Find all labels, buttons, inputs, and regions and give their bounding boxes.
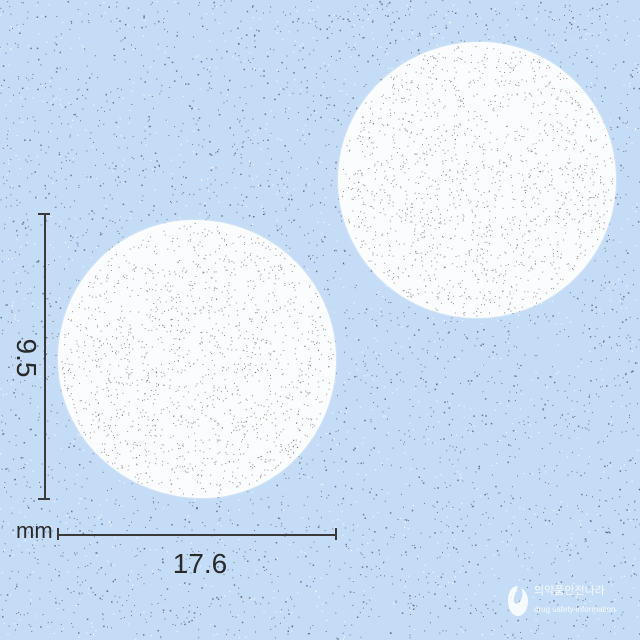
watermark-title: 의약품안전나라 bbox=[534, 585, 605, 597]
mfds-logo-icon bbox=[508, 586, 528, 616]
width-dimension-label: 17.6 bbox=[172, 548, 228, 579]
tablet-back bbox=[338, 42, 616, 318]
width-dimension-tick-left bbox=[57, 528, 59, 540]
watermark: 의약품안전나라 drug safety information bbox=[506, 580, 630, 624]
height-dimension-line bbox=[44, 213, 46, 500]
height-dimension-tick-bottom bbox=[38, 498, 50, 500]
watermark-subtitle: drug safety information bbox=[534, 605, 616, 614]
width-dimension-tick-right bbox=[335, 528, 337, 540]
width-dimension-line bbox=[58, 534, 336, 536]
unit-label: mm bbox=[16, 518, 53, 543]
height-dimension-label: 9.5 bbox=[11, 338, 42, 378]
height-dimension-tick-top bbox=[38, 213, 50, 215]
